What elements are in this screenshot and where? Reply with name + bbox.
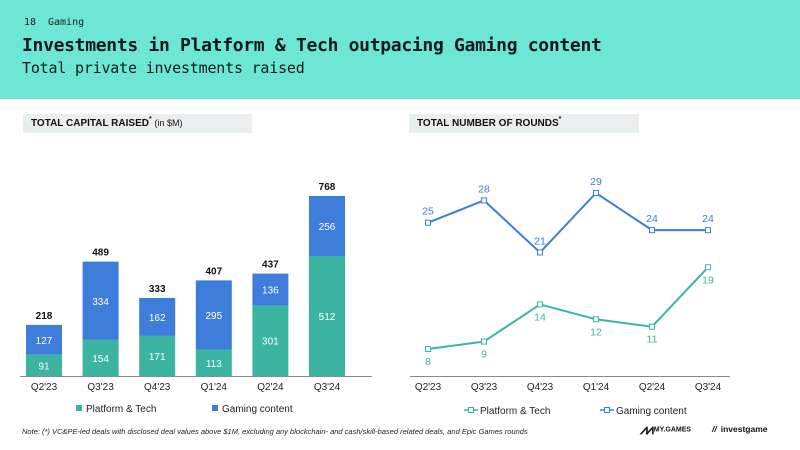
- legend-gaming-content-label: Gaming content: [222, 404, 293, 415]
- data-label-gaming-content: 29: [590, 176, 602, 188]
- footnote: Note: (*) VC&PE-led deals with disclosed…: [22, 427, 528, 436]
- mygames-mark-icon: ⩘⩘: [640, 421, 654, 437]
- bar-value-label: 127: [36, 336, 53, 347]
- bar-total-label: 489: [92, 248, 109, 259]
- bar-value-label: 162: [149, 313, 166, 324]
- bar-value-label: 295: [205, 311, 222, 322]
- data-label-gaming-content: 25: [422, 206, 434, 218]
- slide-subtitle: Total private investments raised: [22, 59, 305, 77]
- x-tick-label: Q2'23: [31, 382, 58, 393]
- bar-gaming-content: [252, 273, 289, 306]
- series-line-platform-tech: [427, 266, 709, 350]
- x-tick-label: Q3'24: [314, 382, 341, 393]
- logos: ⩘⩘ MY.GAMES //investgame: [640, 419, 790, 439]
- header-band: 18 Gaming Investments in Platform & Tech…: [0, 0, 800, 99]
- legend-gaming-content-swatch: [212, 405, 218, 411]
- capital-raised-asterisk: *: [148, 116, 152, 123]
- x-tick-label: Q1'24: [201, 382, 228, 393]
- bar-value-label: 301: [262, 337, 279, 348]
- series-line-gaming-content: [427, 191, 708, 254]
- bar-value-label: 91: [38, 361, 50, 372]
- data-label-gaming-content: 21: [534, 235, 546, 247]
- data-point-gaming-content: [425, 219, 431, 226]
- x-tick-label: Q4'23: [144, 382, 171, 393]
- capital-raised-header: TOTAL CAPITAL RAISED* (in $M): [23, 114, 252, 133]
- data-point-platform-tech: [481, 338, 487, 345]
- bar-value-label: 334: [92, 297, 109, 308]
- bar-platform-tech: [195, 349, 232, 376]
- bar-platform-tech: [26, 354, 62, 376]
- bar-value-label: 256: [319, 222, 336, 233]
- bar-total-label: 218: [36, 311, 53, 322]
- legend-platform-tech-swatch: [76, 405, 82, 411]
- bar-gaming-content: [309, 196, 345, 256]
- rounds-title: TOTAL NUMBER OF ROUNDS: [417, 118, 559, 129]
- bar-value-label: 136: [262, 286, 279, 297]
- bar-total-label: 333: [149, 284, 166, 295]
- x-tick-label: Q4'23: [527, 382, 554, 393]
- mygames-logo: ⩘⩘ MY.GAMES: [640, 421, 691, 438]
- data-point-platform-tech: [537, 301, 543, 308]
- rounds-asterisk: *: [558, 116, 562, 123]
- data-point-platform-tech: [649, 323, 655, 330]
- capital-raised-title: TOTAL CAPITAL RAISED: [31, 118, 149, 129]
- data-label-platform-tech: 8: [425, 356, 431, 368]
- data-point-gaming-content: [649, 227, 655, 234]
- mygames-logo-text: MY.GAMES: [653, 426, 692, 434]
- data-label-platform-tech: 14: [534, 311, 546, 323]
- data-label-platform-tech: 12: [590, 326, 602, 338]
- bar-platform-tech: [252, 305, 289, 376]
- bar-total-label: 768: [319, 182, 336, 193]
- data-point-gaming-content: [481, 197, 487, 204]
- x-tick-label: Q3'23: [87, 382, 114, 393]
- investgame-logo: //investgame: [712, 424, 768, 434]
- bar-total-label: 437: [262, 260, 279, 271]
- slide-title: Investments in Platform & Tech outpacing…: [22, 35, 602, 56]
- legend-platform-tech-label: Platform & Tech: [86, 404, 156, 415]
- bar-platform-tech: [309, 256, 345, 376]
- bar-total-label: 407: [205, 266, 222, 277]
- legend-gaming-content-marker: [604, 407, 610, 413]
- bar-value-label: 113: [206, 359, 222, 370]
- legend-gaming-content-label: Gaming content: [616, 406, 687, 417]
- legend-platform-tech-marker: [468, 407, 474, 413]
- data-label-platform-tech: 19: [702, 274, 714, 286]
- bar-gaming-content: [139, 297, 176, 336]
- x-tick-label: Q2'24: [639, 382, 666, 393]
- investgame-logo-text: investgame: [720, 424, 768, 434]
- data-label-platform-tech: 9: [481, 349, 487, 361]
- x-tick-label: Q1'24: [583, 382, 610, 393]
- data-label-gaming-content: 24: [646, 213, 658, 225]
- capital-raised-chart: 91 127 218 Q2'23 154 334 489 Q3'23 171 162 333 Q4'2…: [20, 182, 372, 415]
- data-point-gaming-content: [537, 249, 543, 256]
- capital-raised-unit: (in $M): [154, 118, 183, 128]
- data-point-gaming-content: [705, 227, 711, 234]
- section-label: Gaming: [48, 17, 85, 28]
- x-tick-label: Q2'24: [257, 382, 284, 393]
- bar-gaming-content: [26, 324, 62, 355]
- data-point-platform-tech: [705, 264, 711, 271]
- bar-gaming-content: [82, 261, 119, 340]
- bar-value-label: 154: [92, 354, 109, 365]
- data-point-platform-tech: [593, 316, 599, 323]
- rounds-header: TOTAL NUMBER OF ROUNDS*: [409, 114, 639, 133]
- data-label-gaming-content: 28: [478, 183, 490, 195]
- investgame-mark-icon: //: [712, 424, 717, 434]
- data-label-platform-tech: 11: [647, 334, 658, 346]
- x-tick-label: Q3'24: [695, 382, 722, 393]
- slide-number: 18: [24, 17, 37, 28]
- x-tick-label: Q3'23: [471, 382, 498, 393]
- legend-platform-tech-label: Platform & Tech: [480, 406, 550, 417]
- data-point-gaming-content: [593, 190, 599, 196]
- bar-gaming-content: [195, 280, 232, 350]
- rounds-chart: Q2'23 Q3'23 Q4'23 Q1'24 Q2'24 Q3'24 8 9 14 12 11 19…: [410, 176, 730, 417]
- bar-value-label: 512: [319, 312, 336, 323]
- bar-platform-tech: [139, 335, 176, 376]
- bar-value-label: 171: [149, 352, 166, 363]
- data-label-gaming-content: 24: [702, 213, 714, 225]
- x-tick-label: Q2'23: [415, 382, 442, 393]
- bar-platform-tech: [82, 339, 119, 376]
- data-point-platform-tech: [425, 346, 431, 352]
